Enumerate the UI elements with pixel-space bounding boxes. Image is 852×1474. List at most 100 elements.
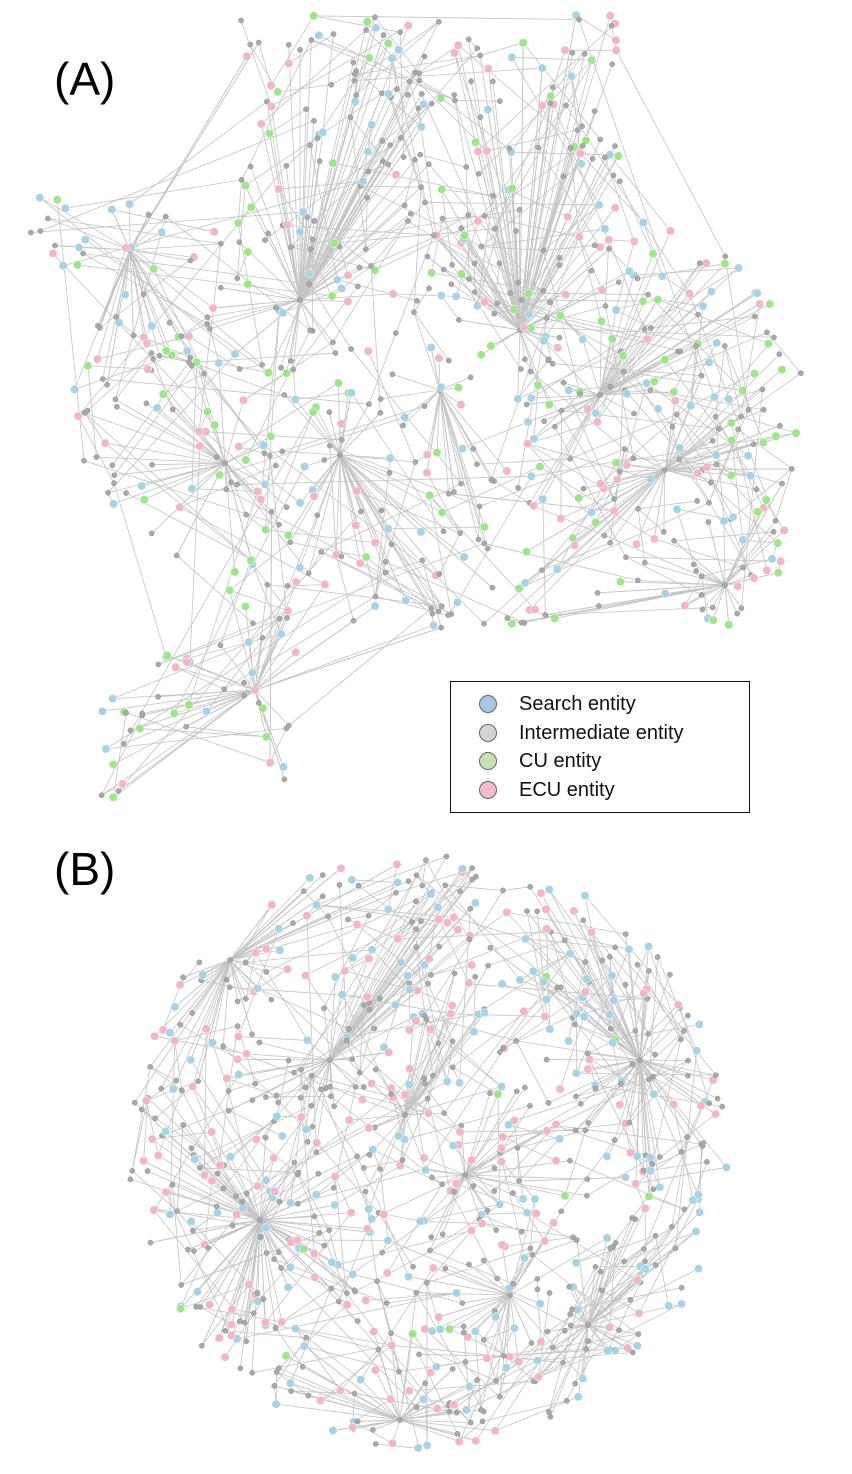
graph-edge <box>201 1284 250 1347</box>
ecu-node <box>222 1073 232 1083</box>
intermediate-node <box>467 905 474 912</box>
search-node <box>507 52 517 62</box>
intermediate-node <box>693 343 699 349</box>
search-node <box>278 762 288 772</box>
cu-node <box>233 218 243 228</box>
intermediate-node <box>507 1292 513 1298</box>
intermediate-node <box>276 1198 283 1205</box>
graph-edge <box>701 558 773 577</box>
graph-edge <box>578 236 603 291</box>
intermediate-node <box>635 505 641 512</box>
intermediate-node <box>616 178 623 185</box>
search-node <box>416 122 426 132</box>
ecu-node <box>400 1090 410 1100</box>
intermediate-node <box>352 71 358 78</box>
graph-edge <box>582 1324 589 1379</box>
intermediate-node <box>138 1106 145 1113</box>
intermediate-node <box>496 1049 503 1055</box>
graph-edge <box>112 361 190 466</box>
search-node <box>632 1341 642 1351</box>
intermediate-node <box>584 1050 591 1057</box>
graph-edge <box>269 511 272 763</box>
cu-node <box>556 311 565 321</box>
graph-edge <box>172 1184 261 1221</box>
intermediate-node <box>573 1237 580 1243</box>
intermediate-node <box>314 512 321 519</box>
intermediate-node <box>629 1215 636 1221</box>
cu-node <box>560 1191 570 1201</box>
graph-edge <box>643 1113 716 1171</box>
graph-edge <box>209 299 301 330</box>
search-node <box>261 1175 271 1185</box>
ecu-node <box>320 580 330 589</box>
graph-edge <box>575 1059 641 1097</box>
graph-edge <box>305 921 413 976</box>
intermediate-node <box>712 1072 719 1079</box>
intermediate-node <box>285 722 292 729</box>
intermediate-node <box>262 237 268 243</box>
intermediate-node <box>173 1077 180 1084</box>
intermediate-node <box>760 406 767 413</box>
ecu-node <box>551 1156 561 1166</box>
graph-edge <box>129 249 160 356</box>
intermediate-node <box>549 360 556 367</box>
search-node <box>295 227 305 237</box>
ecu-node <box>542 1126 552 1136</box>
graph-edge <box>347 236 437 276</box>
intermediate-node <box>315 1170 322 1177</box>
search-node <box>646 1153 656 1163</box>
intermediate-node <box>311 218 318 224</box>
intermediate-node <box>681 1028 687 1034</box>
graph-edge <box>173 466 306 714</box>
intermediate-node <box>236 239 243 246</box>
graph-edge <box>290 1117 302 1203</box>
graph-edge <box>519 329 560 339</box>
intermediate-node <box>285 1057 292 1064</box>
ecu-node <box>283 606 293 616</box>
graph-edge <box>637 508 646 563</box>
graph-edge <box>513 1120 524 1199</box>
graph-edge <box>316 856 447 906</box>
intermediate-node <box>567 455 573 462</box>
graph-edge <box>191 1147 261 1221</box>
graph-edge <box>365 29 488 152</box>
search-node <box>646 474 656 484</box>
ecu-node <box>386 1394 396 1404</box>
graph-edge <box>101 689 256 796</box>
intermediate-node <box>291 1069 297 1076</box>
graph-edge <box>604 469 666 536</box>
graph-edge <box>224 462 258 492</box>
graph-edge <box>188 335 240 370</box>
graph-edge <box>554 1060 689 1126</box>
graph-edge <box>459 867 473 892</box>
intermediate-node <box>372 14 378 20</box>
graph-edge <box>531 267 739 399</box>
intermediate-node <box>678 1036 684 1043</box>
ecu-node <box>283 220 292 230</box>
intermediate-node <box>336 882 343 888</box>
graph-edge <box>374 990 418 1029</box>
intermediate-node <box>169 406 176 413</box>
graph-edge <box>264 450 283 454</box>
graph-edge <box>702 584 726 610</box>
graph-edge <box>409 1016 415 1068</box>
intermediate-node <box>402 1112 408 1118</box>
graph-edge <box>245 92 383 186</box>
intermediate-node <box>81 457 87 464</box>
intermediate-node <box>570 1234 576 1241</box>
graph-edge <box>385 560 423 573</box>
intermediate-node <box>372 1066 379 1073</box>
graph-edge <box>257 1127 370 1187</box>
intermediate-node <box>189 1010 195 1016</box>
graph-edge <box>458 319 521 331</box>
graph-edge <box>334 1176 352 1213</box>
ecu-node <box>312 1138 322 1148</box>
graph-edge <box>587 1059 641 1070</box>
search-node <box>302 1035 312 1045</box>
ecu-node <box>344 1115 354 1125</box>
intermediate-node <box>307 142 313 148</box>
graph-edge <box>481 1223 574 1238</box>
graph-edge <box>650 316 755 329</box>
intermediate-node <box>709 438 716 444</box>
graph-edge <box>129 249 148 344</box>
